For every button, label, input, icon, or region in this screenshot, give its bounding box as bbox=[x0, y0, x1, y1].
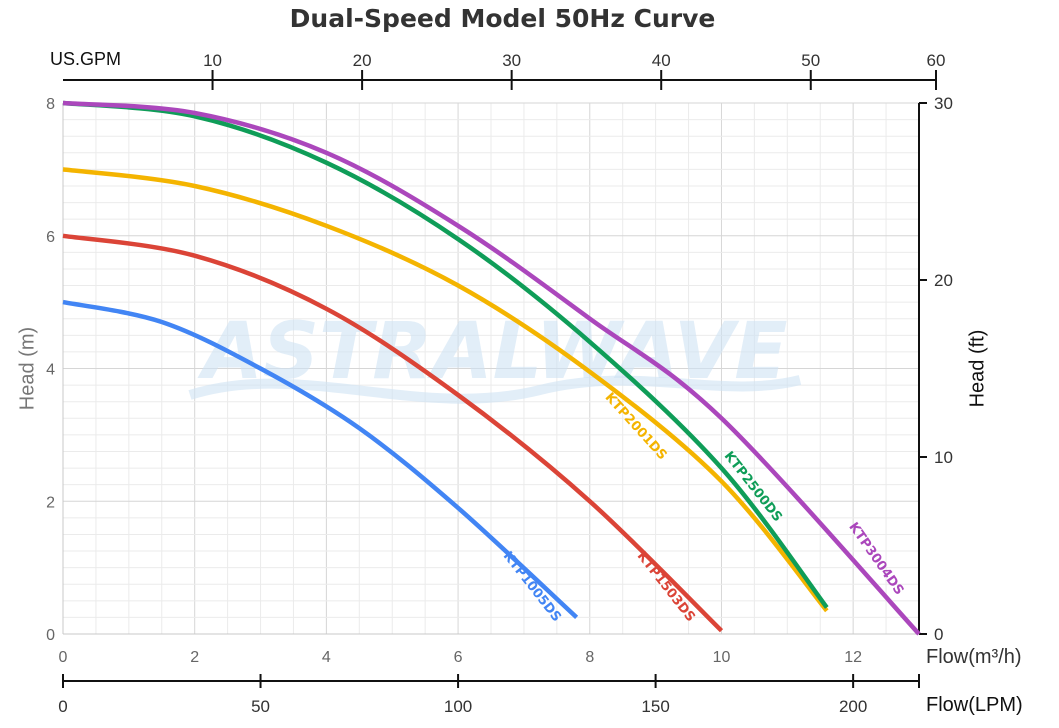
x-primary-tick-label: 4 bbox=[322, 649, 331, 666]
x-lpm-tick-label: 0 bbox=[58, 697, 67, 716]
y-left-tick-label: 0 bbox=[46, 627, 55, 644]
grid bbox=[62, 102, 920, 635]
chart-title: Dual-Speed Model 50Hz Curve bbox=[289, 4, 716, 33]
y-right-tick-label: 30 bbox=[934, 94, 953, 113]
x-lpm-tick-label: 150 bbox=[641, 697, 669, 716]
x-primary-tick-label: 2 bbox=[190, 649, 199, 666]
y-left-tick-label: 4 bbox=[46, 362, 55, 379]
x-gpm-tick-label: 60 bbox=[927, 51, 946, 70]
x-lpm-tick-label: 200 bbox=[839, 697, 867, 716]
x-primary-tick-label: 10 bbox=[713, 649, 731, 666]
series-label-ktp1005ds: KTP1005DS bbox=[500, 549, 564, 625]
x-gpm-tick-label: 40 bbox=[652, 51, 671, 70]
x-lpm-tick-label: 100 bbox=[444, 697, 472, 716]
x-primary-tick-label: 6 bbox=[454, 649, 463, 666]
x-gpm-tick-label: 10 bbox=[203, 51, 222, 70]
y-right-tick-label: 10 bbox=[934, 448, 953, 467]
series-line-ktp1005ds bbox=[62, 299, 579, 620]
x-gpm-tick-label: 50 bbox=[801, 51, 820, 70]
series-line-ktp2500ds bbox=[62, 100, 829, 609]
y-right-tick-label: 0 bbox=[934, 625, 943, 644]
y-left-tick-label: 8 bbox=[46, 96, 55, 113]
series-line-ktp1503ds bbox=[62, 233, 724, 633]
y-left-tick-label: 2 bbox=[46, 494, 55, 511]
x-gpm-tick-label: 30 bbox=[502, 51, 521, 70]
x-axis-primary-title: Flow(m³/h) bbox=[926, 646, 1022, 668]
x-primary-tick-label: 12 bbox=[844, 649, 862, 666]
x-axis-gpm-title: US.GPM bbox=[50, 49, 122, 69]
x-gpm-tick-label: 20 bbox=[353, 51, 372, 70]
series-line-ktp2001ds bbox=[62, 167, 829, 613]
y-right-tick-label: 20 bbox=[934, 271, 953, 290]
x-axis-lpm-title: Flow(LPM) bbox=[926, 694, 1023, 716]
x-primary-tick-label: 8 bbox=[585, 649, 594, 666]
x-primary-tick-label: 0 bbox=[59, 649, 68, 666]
series-line-ktp3004ds bbox=[62, 100, 921, 636]
x-lpm-tick-label: 50 bbox=[251, 697, 270, 716]
y-left-tick-label: 6 bbox=[46, 229, 55, 246]
